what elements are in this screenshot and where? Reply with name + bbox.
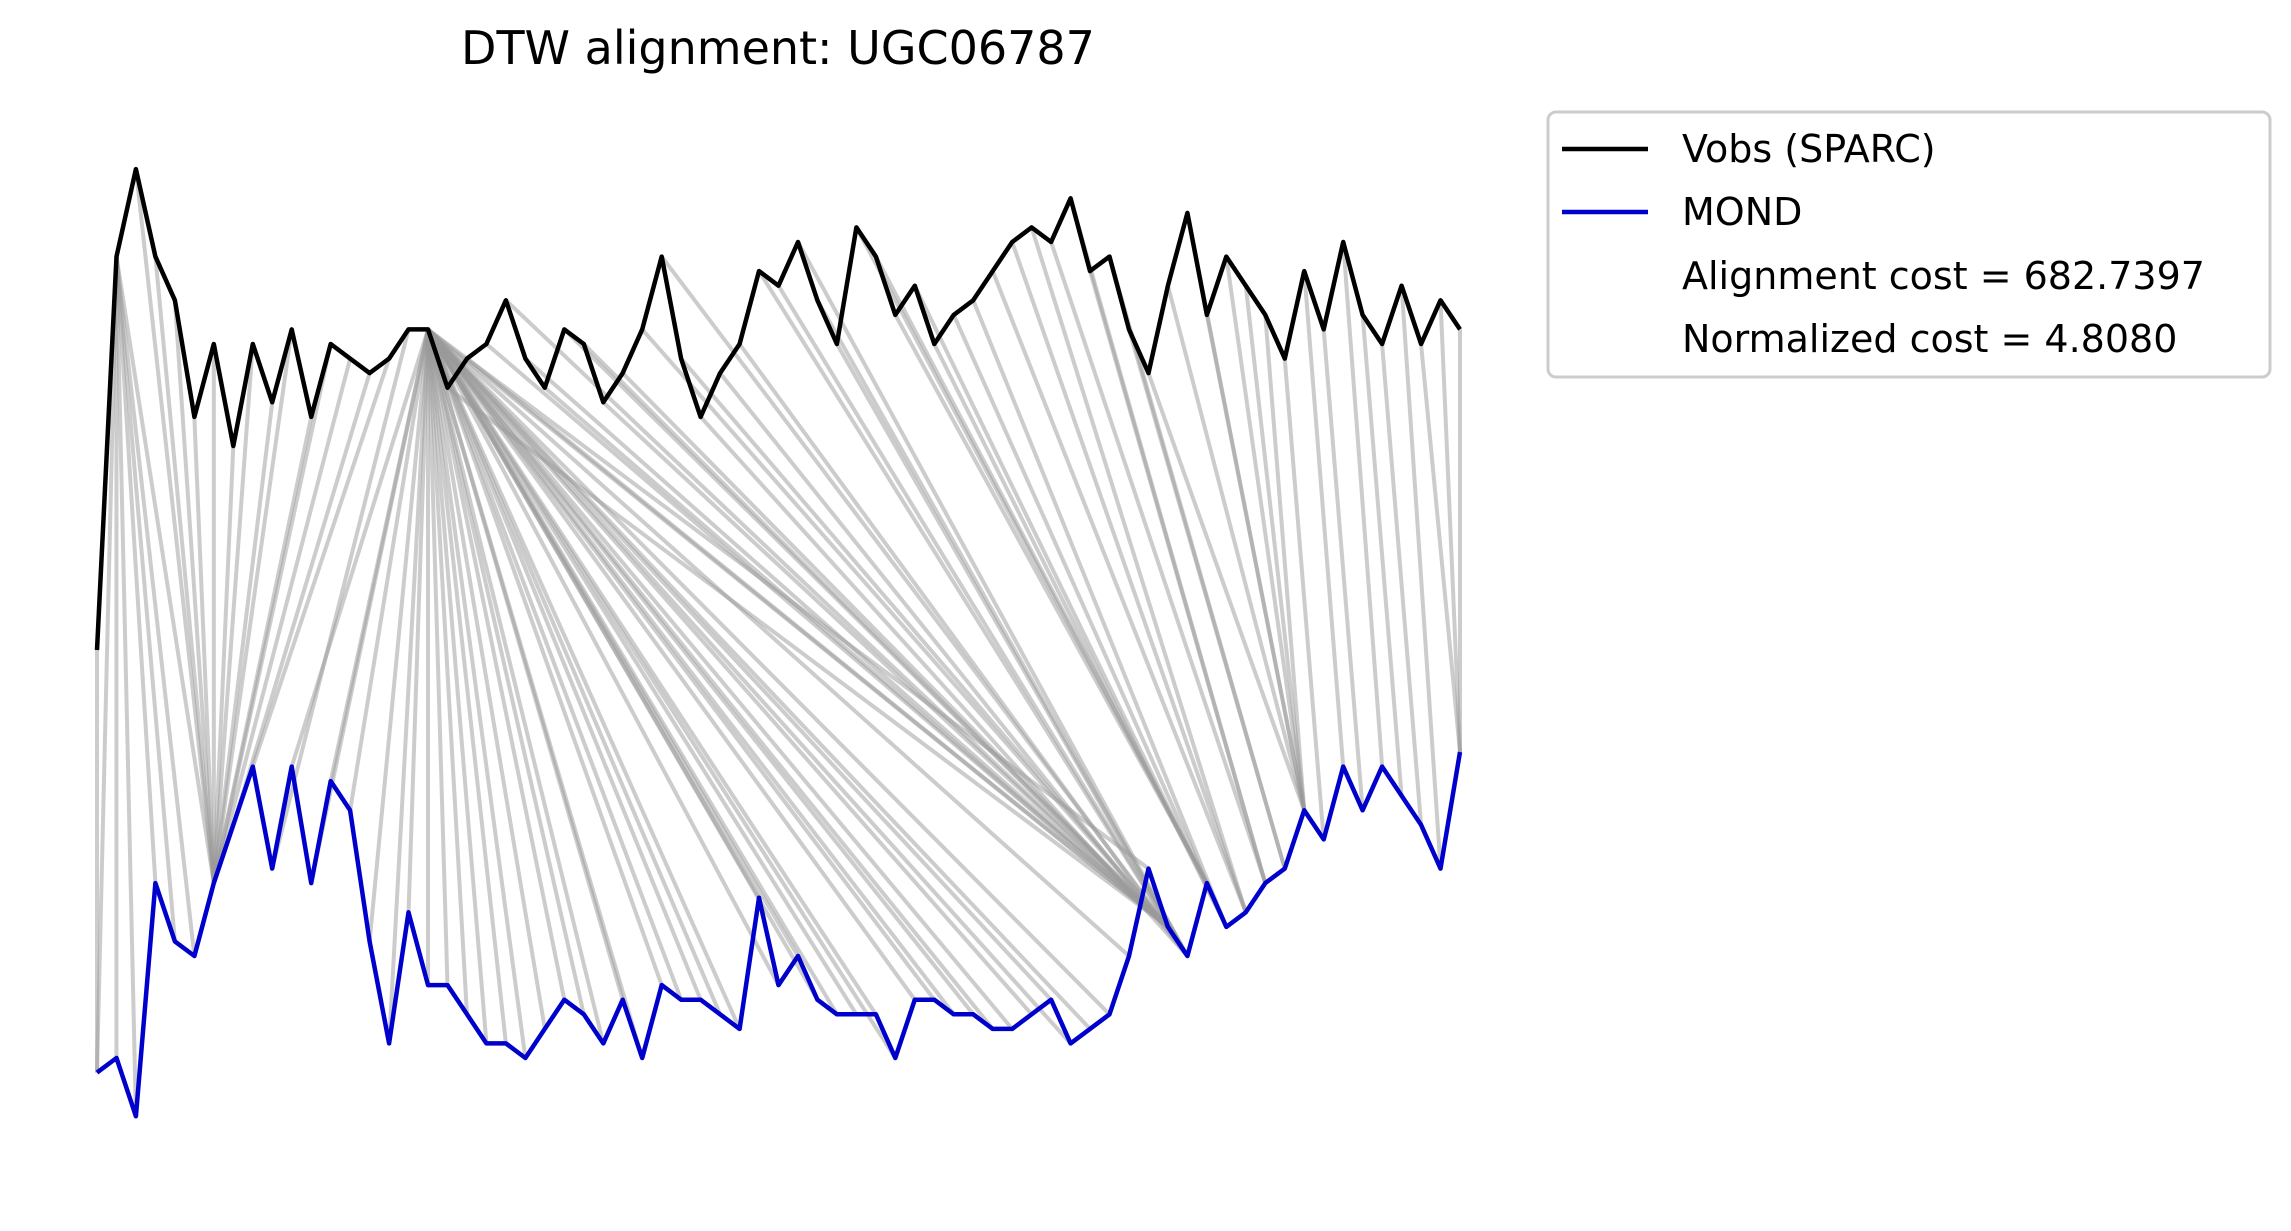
- alignment-line: [387, 329, 431, 1044]
- alignment-line: [446, 386, 1170, 929]
- alignment-line: [114, 256, 197, 957]
- alignment-line: [426, 329, 469, 1015]
- alignment-line: [1399, 285, 1443, 869]
- alignment-line: [426, 328, 917, 1001]
- alignment-line: [1341, 241, 1385, 767]
- alignment-line: [426, 329, 489, 1044]
- alignment-line: [426, 328, 1092, 1031]
- alignment-line: [348, 329, 430, 811]
- alignment-line: [543, 386, 1170, 929]
- alignment-line: [192, 416, 216, 884]
- chart-title: DTW alignment: UGC06787: [461, 21, 1095, 75]
- alignment-line: [114, 256, 177, 942]
- legend-box: [1546, 110, 2272, 379]
- alignment-line: [1419, 343, 1462, 753]
- alignment-line: [1127, 328, 1287, 870]
- alignment-line: [1438, 300, 1462, 753]
- alignment-line: [951, 314, 1229, 928]
- alignment-line: [835, 343, 1190, 957]
- alignment-line: [153, 256, 216, 884]
- alignment-line: [971, 299, 1229, 928]
- alignment-line: [211, 358, 353, 884]
- alignment-line: [1263, 314, 1307, 811]
- alignment-line: [426, 328, 898, 1060]
- alignment-line: [1224, 256, 1307, 811]
- alignment-line: [932, 343, 1229, 928]
- alignment-line: [367, 329, 431, 942]
- alignment-line: [211, 343, 255, 884]
- alignment-line: [426, 328, 606, 1044]
- alignment-line: [328, 329, 430, 782]
- alignment-line: [114, 256, 138, 1117]
- series-line-mond: [95, 751, 1463, 1119]
- alignment-line: [211, 343, 333, 884]
- alignment-line: [699, 415, 1189, 958]
- alignment-line: [114, 256, 216, 884]
- alignment-line: [776, 284, 1190, 958]
- alignment-line: [1243, 285, 1307, 811]
- alignment-line: [426, 328, 703, 1001]
- alignment-line: [426, 329, 547, 1030]
- alignment-line: [211, 329, 294, 884]
- alignment-line: [737, 342, 1190, 958]
- alignment-line: [1029, 226, 1248, 913]
- alignment-line: [426, 329, 450, 986]
- alignment-line: [426, 328, 645, 1059]
- alignment-line: [1010, 241, 1248, 913]
- alignment-line: [1088, 270, 1268, 884]
- alignment-line: [231, 372, 372, 826]
- alignment-line: [718, 371, 1189, 958]
- alignment-line: [250, 357, 391, 768]
- alignment-line: [426, 329, 528, 1059]
- alignment-line: [990, 270, 1248, 914]
- alignment-lines: [95, 168, 1462, 1117]
- alignment-line: [1321, 329, 1365, 811]
- alignment-line: [426, 328, 684, 1001]
- alignment-line: [289, 328, 430, 768]
- alignment-line: [426, 328, 839, 1016]
- alignment-line: [426, 328, 664, 986]
- alignment-line: [211, 445, 236, 884]
- alignment-line: [426, 328, 742, 1030]
- alignment-line: [270, 328, 411, 870]
- legend-alignment-cost: Alignment cost = 682.7397: [1682, 254, 2205, 298]
- alignment-line: [426, 328, 781, 987]
- alignment-line: [426, 328, 956, 1016]
- legend: Vobs (SPARC) MOND Alignment cost = 682.7…: [1546, 110, 2272, 379]
- alignment-line: [1380, 343, 1424, 826]
- alignment-line: [465, 357, 1170, 929]
- alignment-line: [95, 256, 119, 1073]
- alignment-line: [114, 256, 158, 884]
- legend-normalized-cost: Normalized cost = 4.8080: [1682, 317, 2177, 361]
- alignment-line: [1360, 314, 1404, 796]
- alignment-line: [1302, 270, 1346, 767]
- legend-label-mond: MOND: [1682, 190, 1802, 234]
- alignment-line: [426, 328, 1111, 1016]
- alignment-line: [601, 400, 1170, 929]
- alignment-line: [1204, 314, 1307, 811]
- alignment-line: [406, 329, 431, 913]
- alignment-line: [1146, 372, 1307, 811]
- alignment-line: [1282, 358, 1326, 840]
- alignment-line: [172, 300, 216, 884]
- alignment-line: [426, 329, 508, 1044]
- alignment-line: [426, 327, 1131, 958]
- alignment-line: [1049, 241, 1268, 884]
- series-line-vobs: [94, 166, 1462, 651]
- alignment-line: [426, 328, 1073, 1045]
- legend-label-vobs: Vobs (SPARC): [1682, 127, 1936, 171]
- alignment-line: [1165, 285, 1307, 811]
- alignment-line: [426, 329, 567, 1001]
